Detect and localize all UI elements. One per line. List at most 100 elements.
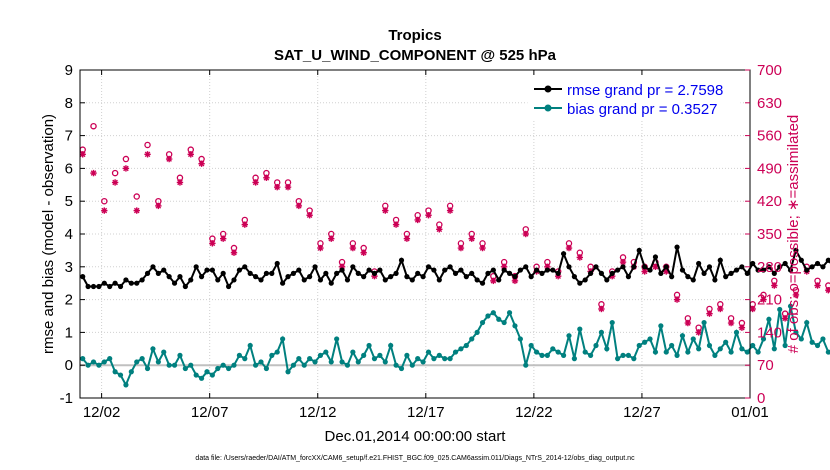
y-tick-label: 0 — [65, 357, 73, 374]
rmse-point — [436, 277, 442, 283]
rmse-point — [96, 283, 102, 290]
bias-point — [334, 336, 340, 342]
obs-possible-point — [122, 155, 130, 163]
bias-point — [139, 356, 145, 362]
rmse-point — [555, 270, 561, 276]
rmse-point — [231, 277, 237, 283]
bias-point — [647, 336, 653, 342]
bias-point — [301, 362, 307, 368]
bias-point — [101, 359, 107, 365]
rmse-point — [204, 267, 210, 273]
rmse-point — [269, 270, 275, 276]
y-right-tick-label: 560 — [757, 128, 782, 145]
rmse-point — [533, 267, 540, 273]
rmse-point — [685, 274, 691, 280]
obs-assimilated-point — [673, 296, 681, 303]
obs-assimilated-point — [749, 305, 756, 313]
obs-assimilated-point — [814, 282, 821, 289]
y-right-tick-label: 490 — [757, 160, 782, 177]
obs-assimilated-point — [295, 202, 303, 210]
bias-point — [150, 346, 156, 352]
obs-assimilated-point — [598, 305, 605, 313]
rmse-point — [544, 267, 550, 273]
bias-point — [317, 352, 324, 358]
bias-point — [804, 319, 810, 326]
y-tick-label: 9 — [65, 62, 73, 79]
rmse-point — [777, 264, 783, 270]
rmse-point — [782, 260, 788, 267]
rmse-point — [301, 277, 307, 283]
rmse-point — [225, 283, 232, 290]
obs-assimilated-point — [792, 291, 800, 299]
bias-point — [696, 346, 702, 352]
rmse-point — [642, 264, 648, 270]
y-tick-label: 3 — [65, 259, 73, 276]
y-tick-label: 6 — [65, 160, 73, 177]
bias-point — [296, 356, 302, 362]
bias-point — [744, 349, 750, 355]
obs-assimilated-point — [738, 324, 746, 331]
bias-point — [134, 359, 140, 365]
rmse-point — [323, 270, 329, 276]
rmse-point — [804, 267, 810, 273]
bias-point — [123, 382, 129, 388]
rmse-point — [690, 277, 696, 283]
bias-point — [582, 349, 588, 355]
bias-point — [447, 356, 453, 362]
y-tick-label: 7 — [65, 128, 73, 145]
bias-point — [766, 316, 772, 322]
bias-point — [787, 303, 794, 309]
rmse-point — [706, 264, 713, 270]
rmse-point — [631, 264, 637, 270]
bias-point — [771, 346, 777, 352]
bias-point — [177, 352, 183, 358]
rmse-point — [771, 270, 777, 276]
y-tick-label: -1 — [60, 390, 73, 407]
x-tick-label: 01/01 — [731, 404, 769, 421]
bias-point — [290, 362, 297, 368]
y-right-tick-label: 140 — [757, 324, 782, 341]
bias-point — [80, 356, 86, 362]
obs-assimilated-point — [695, 329, 702, 336]
rmse-point — [793, 247, 799, 253]
bias-point — [323, 349, 329, 355]
bias-point — [685, 349, 691, 355]
rmse-point — [663, 264, 669, 270]
bias-point — [166, 362, 172, 368]
obs-assimilated-point — [90, 169, 97, 177]
obs-assimilated-point — [717, 305, 724, 313]
y-tick-label: 5 — [65, 193, 73, 210]
rmse-point — [820, 264, 826, 270]
obs-assimilated-point — [468, 235, 475, 242]
rmse-point — [755, 267, 761, 273]
rmse-point — [798, 257, 804, 263]
bias-point — [544, 352, 550, 358]
rmse-point — [588, 270, 594, 276]
y-axis-label: rmse and bias (model - observation) — [40, 114, 57, 354]
bias-point — [717, 346, 723, 352]
rmse-point — [107, 283, 113, 290]
bias-point — [307, 356, 313, 362]
bias-point — [593, 342, 599, 349]
bias-point — [280, 336, 286, 342]
rmse-point — [285, 274, 291, 280]
obs-assimilated-point — [425, 212, 432, 219]
bias-point — [366, 342, 372, 349]
rmse-point — [263, 270, 270, 276]
bias-point — [96, 362, 102, 368]
x-tick-label: 12/17 — [407, 404, 445, 421]
rmse-point — [577, 280, 583, 286]
legend: rmse grand pr = 2.7598 bias grand pr = 0… — [527, 75, 741, 121]
bias-point — [625, 352, 632, 358]
rmse-point — [458, 267, 464, 273]
obs-assimilated-point — [155, 202, 162, 210]
bias-point — [669, 342, 675, 349]
rmse-point — [220, 270, 226, 276]
bias-point — [344, 362, 351, 368]
rmse-point — [485, 270, 491, 276]
rmse-point — [571, 274, 577, 280]
obs-assimilated-point — [522, 230, 529, 238]
rmse-point — [679, 267, 686, 273]
rmse-point — [452, 270, 459, 276]
y-right-tick-label: 0 — [757, 390, 765, 407]
